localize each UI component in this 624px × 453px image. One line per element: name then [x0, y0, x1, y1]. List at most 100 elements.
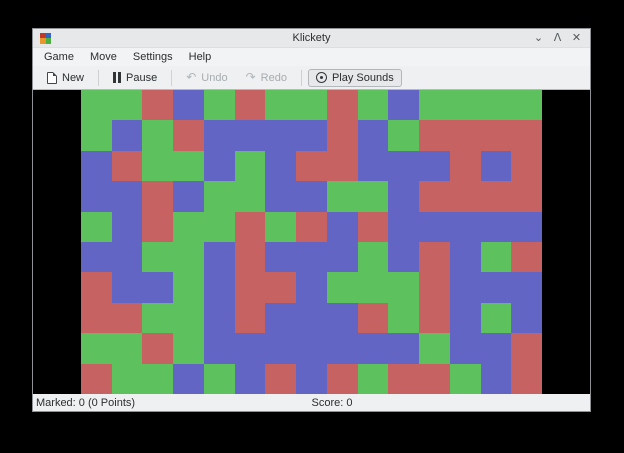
board-cell[interactable] — [234, 120, 266, 151]
board-cell[interactable] — [265, 150, 297, 182]
board-cell[interactable] — [265, 120, 297, 151]
board-cell[interactable] — [480, 333, 512, 364]
board-cell[interactable] — [511, 120, 542, 151]
board-cell[interactable] — [296, 181, 327, 212]
board-cell[interactable] — [203, 363, 235, 394]
board-cell[interactable] — [81, 211, 112, 242]
board-cell[interactable] — [449, 333, 481, 364]
board-cell[interactable] — [357, 272, 389, 303]
board-cell[interactable] — [296, 241, 327, 273]
board-cell[interactable] — [265, 181, 297, 212]
menu-settings[interactable]: Settings — [132, 51, 173, 63]
board-cell[interactable] — [419, 211, 450, 242]
pause-button[interactable]: Pause — [105, 69, 165, 87]
board-cell[interactable] — [326, 272, 358, 303]
board-cell[interactable] — [296, 150, 327, 182]
board-cell[interactable] — [449, 150, 481, 182]
board-cell[interactable] — [388, 211, 420, 242]
board-cell[interactable] — [419, 363, 450, 394]
board-cell[interactable] — [173, 120, 204, 151]
board-cell[interactable] — [142, 241, 174, 273]
board-cell[interactable] — [511, 211, 542, 242]
board-cell[interactable] — [388, 241, 420, 273]
board-cell[interactable] — [511, 241, 542, 273]
board-cell[interactable] — [142, 272, 174, 303]
undo-button[interactable]: ↶ Undo — [178, 69, 235, 87]
close-icon[interactable]: ✕ — [571, 31, 582, 44]
board-cell[interactable] — [480, 150, 512, 182]
board-cell[interactable] — [81, 272, 112, 303]
board-cell[interactable] — [419, 302, 450, 334]
board-cell[interactable] — [449, 363, 481, 394]
board-cell[interactable] — [81, 120, 112, 151]
board-cell[interactable] — [419, 241, 450, 273]
redo-button[interactable]: ↷ Redo — [238, 69, 295, 87]
board-cell[interactable] — [480, 363, 512, 394]
board-cell[interactable] — [449, 272, 481, 303]
board-cell[interactable] — [173, 302, 204, 334]
board-cell[interactable] — [419, 150, 450, 182]
board-cell[interactable] — [111, 120, 143, 151]
board-cell[interactable] — [265, 333, 297, 364]
board-cell[interactable] — [173, 363, 204, 394]
board-cell[interactable] — [265, 302, 297, 334]
board-cell[interactable] — [142, 333, 174, 364]
board-cell[interactable] — [296, 90, 327, 121]
board-cell[interactable] — [234, 363, 266, 394]
board-cell[interactable] — [480, 90, 512, 121]
board-cell[interactable] — [81, 150, 112, 182]
board-cell[interactable] — [81, 90, 112, 121]
board-cell[interactable] — [326, 150, 358, 182]
board-cell[interactable] — [419, 333, 450, 364]
board-cell[interactable] — [203, 302, 235, 334]
board-cell[interactable] — [203, 211, 235, 242]
board-cell[interactable] — [173, 333, 204, 364]
board-cell[interactable] — [326, 90, 358, 121]
board-cell[interactable] — [480, 211, 512, 242]
board-cell[interactable] — [388, 120, 420, 151]
board-cell[interactable] — [511, 150, 542, 182]
board-cell[interactable] — [480, 120, 512, 151]
board-cell[interactable] — [511, 272, 542, 303]
board-cell[interactable] — [111, 211, 143, 242]
board-cell[interactable] — [234, 150, 266, 182]
board-cell[interactable] — [296, 120, 327, 151]
board-cell[interactable] — [326, 333, 358, 364]
board-cell[interactable] — [449, 90, 481, 121]
board-cell[interactable] — [296, 333, 327, 364]
board-cell[interactable] — [388, 333, 420, 364]
board-cell[interactable] — [326, 211, 358, 242]
board-cell[interactable] — [511, 302, 542, 334]
titlebar[interactable]: Klickety ⌄ ᐱ ✕ — [33, 29, 590, 48]
board-cell[interactable] — [388, 363, 420, 394]
board-cell[interactable] — [419, 272, 450, 303]
board-cell[interactable] — [296, 272, 327, 303]
menu-move[interactable]: Move — [89, 51, 117, 63]
board-cell[interactable] — [480, 241, 512, 273]
board-cell[interactable] — [111, 90, 143, 121]
board-cell[interactable] — [234, 333, 266, 364]
board-cell[interactable] — [142, 150, 174, 182]
maximize-icon[interactable]: ᐱ — [553, 31, 562, 44]
board-cell[interactable] — [449, 181, 481, 212]
board-cell[interactable] — [511, 90, 542, 121]
board-cell[interactable] — [173, 90, 204, 121]
minimize-icon[interactable]: ⌄ — [533, 31, 544, 44]
board-cell[interactable] — [203, 333, 235, 364]
board-cell[interactable] — [203, 90, 235, 121]
board-cell[interactable] — [142, 90, 174, 121]
board-cell[interactable] — [173, 150, 204, 182]
board-cell[interactable] — [388, 90, 420, 121]
board-cell[interactable] — [449, 302, 481, 334]
board-cell[interactable] — [265, 272, 297, 303]
board-cell[interactable] — [419, 181, 450, 212]
board-cell[interactable] — [265, 363, 297, 394]
board-cell[interactable] — [511, 181, 542, 212]
board-cell[interactable] — [357, 333, 389, 364]
board-cell[interactable] — [81, 363, 112, 394]
board-cell[interactable] — [234, 302, 266, 334]
board-cell[interactable] — [511, 333, 542, 364]
board-cell[interactable] — [265, 90, 297, 121]
board-cell[interactable] — [449, 120, 481, 151]
board-cell[interactable] — [234, 181, 266, 212]
